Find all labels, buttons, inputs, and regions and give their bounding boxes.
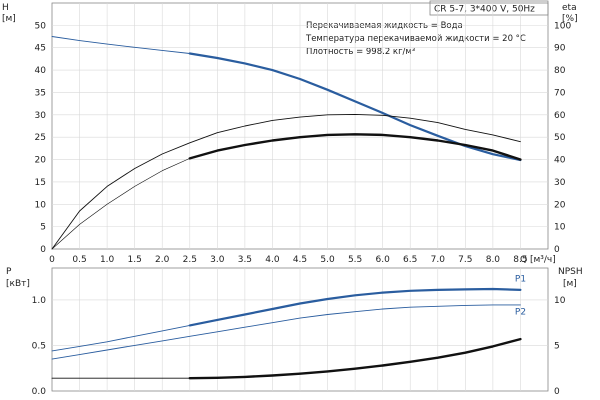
right-tick-label: 5: [554, 341, 560, 351]
right-tick-label: 10: [554, 296, 566, 306]
left-tick-label: 5: [40, 223, 46, 233]
left-tick-label: 25: [35, 133, 46, 143]
series-line-thick-black: [188, 133, 522, 161]
bottom-left-axis-unit: [кВт]: [6, 279, 30, 289]
series-line-p1-thin-blue: [51, 324, 191, 352]
left-tick-label: 0: [40, 245, 46, 255]
x-tick-label: 8.5: [513, 255, 527, 265]
annotation-temperature: Температура перекачиваемой жидкости = 20…: [305, 34, 526, 44]
x-tick-label: 6.0: [376, 255, 391, 265]
x-tick-label: 3.0: [210, 255, 225, 265]
right-tick-label: 50: [554, 133, 566, 143]
series-label-p2: P2: [515, 307, 526, 317]
left-tick-label: 10: [35, 200, 47, 210]
right-tick-label: 20: [554, 200, 566, 210]
right-tick-label: 0: [554, 387, 560, 397]
left-tick-label: 40: [35, 66, 47, 76]
series-line-thin-black: [51, 113, 521, 250]
title-box-text: CR 5-7, 3*400 V, 50Hz: [434, 5, 535, 15]
top-right-axis-unit: [%]: [562, 14, 578, 24]
left-tick-label: 1.0: [32, 296, 47, 306]
x-tick-label: 4.0: [265, 255, 280, 265]
right-tick-label: 30: [554, 178, 566, 188]
chart-marks: 0510152025303540455001020304050607080901…: [32, 2, 571, 397]
left-tick-label: 0.5: [32, 341, 46, 351]
right-tick-label: 80: [554, 66, 566, 76]
right-tick-label: 90: [554, 44, 566, 54]
x-tick-label: 0: [49, 255, 55, 265]
right-tick-label: 100: [554, 21, 571, 31]
x-tick-label: 4.5: [293, 255, 307, 265]
x-tick-label: 7.0: [431, 255, 446, 265]
series-line-p2-thin-blue: [51, 304, 521, 360]
x-tick-label: 8.0: [486, 255, 501, 265]
x-tick-label: 7.5: [458, 255, 472, 265]
x-tick-label: 1.0: [100, 255, 115, 265]
top-plot: 0 5 10 15 20 25 30 35 40 45 50 0 10 20 30 40 50 60 70 80 90 1…: [35, 2, 571, 265]
right-tick-label: 10: [554, 223, 566, 233]
series-line-thin-blue: [51, 36, 191, 54]
annotation-density: Плотность = 998.2 кг/м³: [306, 47, 415, 57]
annotation-liquid: Перекачиваемая жидкость = Вода: [306, 21, 463, 31]
left-tick-label: 45: [35, 44, 46, 54]
series-line-p1-thick-blue: [188, 287, 522, 327]
left-tick-label: 30: [35, 111, 47, 121]
right-tick-label: 70: [554, 88, 566, 98]
series-label-p1: P1: [515, 275, 526, 285]
x-tick-label: 0.5: [72, 255, 86, 265]
x-tick-label: 3.5: [238, 255, 252, 265]
bottom-right-axis-title: NPSH: [558, 267, 583, 277]
x-axis-label: Q [м³/ч]: [520, 255, 556, 265]
x-tick-label: 5.5: [348, 255, 362, 265]
bottom-plot: 0.0 0.5 1.0 0 5 10 P1 P2: [32, 267, 566, 397]
left-tick-label: 35: [35, 88, 46, 98]
top-left-axis-title: H: [2, 3, 9, 13]
right-tick-label: 0: [554, 245, 560, 255]
right-tick-label: 60: [554, 111, 566, 121]
left-tick-label: 20: [35, 156, 47, 166]
right-tick-label: 40: [554, 156, 566, 166]
x-tick-label: 2.5: [183, 255, 197, 265]
left-tick-label: 0.0: [32, 387, 47, 397]
top-panel: H [м] eta [%] Q [м³/ч] CR 5-7, 3*400 V, …: [2, 0, 578, 265]
x-tick-label: 6.5: [403, 255, 417, 265]
bottom-right-axis-unit: [м]: [563, 279, 577, 289]
top-left-axis-unit: [м]: [2, 14, 16, 24]
top-right-axis-title: eta: [562, 3, 577, 13]
series-line-thick-black: [188, 337, 522, 380]
left-tick-label: 50: [35, 21, 47, 31]
x-tick-label: 1.5: [128, 255, 142, 265]
x-tick-label: 5.0: [320, 255, 335, 265]
bottom-panel: P [кВт] NPSH [м]: [6, 267, 583, 289]
bottom-left-axis-title: P: [6, 267, 12, 277]
series-line-thinnest-black: [51, 158, 191, 250]
left-tick-label: 15: [35, 178, 46, 188]
x-tick-label: 2.0: [155, 255, 170, 265]
